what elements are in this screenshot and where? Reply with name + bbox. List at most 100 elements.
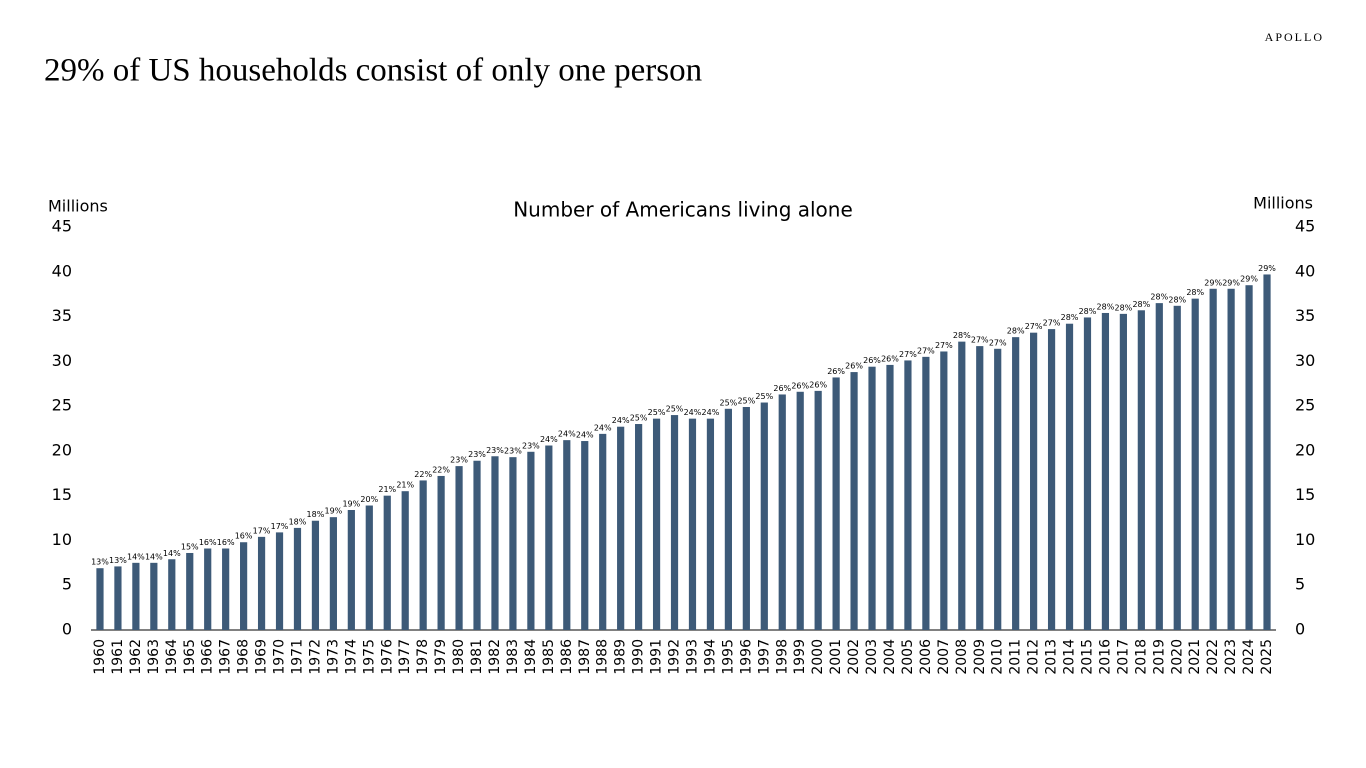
- x-tick-label: 2005: [900, 639, 916, 675]
- bar-label: 24%: [576, 431, 594, 440]
- bar: [347, 509, 355, 630]
- y-tick-label: 45: [52, 217, 72, 236]
- bar-label: 26%: [809, 380, 827, 389]
- x-tick-label: 1975: [361, 639, 377, 675]
- y2-tick-label: 35: [1295, 306, 1315, 325]
- y2-tick-label: 25: [1295, 396, 1315, 415]
- x-tick-label: 1983: [505, 639, 521, 675]
- y-tick-label: 40: [52, 261, 72, 280]
- y-tick-label: 25: [52, 396, 72, 415]
- bar: [1012, 337, 1020, 630]
- bar-label: 15%: [181, 542, 199, 551]
- x-tick-label: 2008: [954, 639, 970, 675]
- bar-label: 25%: [719, 398, 737, 407]
- bar-label: 25%: [666, 405, 684, 414]
- x-tick-label: 1988: [595, 639, 611, 675]
- bar-label: 23%: [504, 447, 522, 456]
- bar-label: 14%: [127, 552, 145, 561]
- bar-label: 19%: [324, 507, 342, 516]
- bar: [401, 491, 409, 630]
- bar: [940, 351, 948, 630]
- bar-label: 26%: [773, 384, 791, 393]
- bar: [832, 377, 840, 630]
- bar-label: 16%: [217, 538, 235, 547]
- bar: [186, 552, 194, 630]
- x-tick-label: 1979: [433, 639, 449, 675]
- bar-label: 27%: [971, 336, 989, 345]
- x-tick-label: 2016: [1097, 639, 1113, 675]
- bar: [473, 460, 481, 630]
- bar: [150, 562, 158, 630]
- x-tick-label: 1989: [613, 639, 629, 675]
- bar-label: 26%: [845, 362, 863, 371]
- y2-tick-label: 40: [1295, 261, 1315, 280]
- bar: [1137, 310, 1145, 630]
- x-tick-label: 2022: [1205, 639, 1221, 675]
- bar-label: 17%: [271, 522, 289, 531]
- y2-tick-label: 15: [1295, 485, 1315, 504]
- x-tick-label: 2009: [972, 639, 988, 675]
- y-tick-label: 30: [52, 351, 72, 370]
- bar: [635, 424, 643, 630]
- y2-tick-label: 45: [1295, 217, 1315, 236]
- bar: [1227, 288, 1235, 630]
- x-tick-label: 2010: [990, 639, 1006, 675]
- bar: [455, 466, 463, 630]
- x-tick-label: 1962: [128, 639, 144, 675]
- bar: [922, 356, 930, 630]
- bar-label: 28%: [1114, 303, 1132, 312]
- x-tick-label: 1994: [702, 639, 718, 675]
- bar-label: 13%: [91, 558, 109, 567]
- x-tick-label: 2006: [918, 639, 934, 675]
- x-tick-label: 1973: [325, 639, 341, 675]
- bar-label: 23%: [486, 446, 504, 455]
- x-tick-label: 2024: [1241, 639, 1257, 675]
- bar: [706, 418, 715, 630]
- bar-label: 27%: [1025, 322, 1043, 331]
- bar-label: 24%: [558, 430, 576, 439]
- bar: [1083, 317, 1092, 630]
- x-tick-label: 1974: [343, 639, 359, 675]
- bar-label: 25%: [755, 392, 773, 401]
- x-tick-label: 1987: [577, 639, 593, 675]
- bar: [760, 402, 768, 630]
- bar-label: 27%: [899, 350, 917, 359]
- bar-label: 25%: [630, 414, 648, 423]
- bar-label: 14%: [145, 552, 163, 561]
- x-tick-label: 2017: [1115, 639, 1131, 675]
- y2-tick-label: 0: [1295, 620, 1305, 639]
- x-tick-label: 2002: [846, 639, 862, 675]
- bar: [311, 520, 320, 630]
- bar: [527, 451, 535, 630]
- bar-label: 17%: [253, 526, 271, 535]
- x-tick-label: 1982: [487, 639, 503, 675]
- x-tick-label: 1990: [631, 639, 647, 675]
- bar: [1263, 274, 1271, 630]
- bar: [1155, 303, 1163, 630]
- x-tick-label: 1980: [451, 639, 467, 675]
- x-tick-label: 2001: [828, 639, 844, 675]
- bar: [1030, 332, 1038, 630]
- bar: [994, 348, 1002, 630]
- y2-axis-title: Millions: [1253, 194, 1313, 213]
- bar-label: 13%: [109, 556, 127, 565]
- bar-label: 26%: [827, 367, 845, 376]
- bar: [168, 559, 176, 630]
- x-tick-label: 2023: [1223, 639, 1239, 675]
- y-axis-title: Millions: [48, 197, 108, 216]
- bar: [509, 457, 517, 630]
- bar-label: 28%: [1079, 307, 1097, 316]
- x-tick-label: 1997: [756, 639, 772, 675]
- bar-label: 29%: [1240, 275, 1258, 284]
- x-tick-label: 1985: [541, 639, 557, 675]
- x-tick-label: 1981: [469, 639, 485, 675]
- bar: [868, 366, 876, 630]
- x-tick-label: 2004: [882, 639, 898, 675]
- bar-label: 27%: [989, 338, 1007, 347]
- bar: [958, 341, 966, 630]
- x-tick-label: 2020: [1169, 639, 1185, 675]
- x-tick-label: 2011: [1008, 639, 1024, 675]
- bar: [1191, 298, 1199, 630]
- x-tick-label: 1966: [200, 639, 216, 675]
